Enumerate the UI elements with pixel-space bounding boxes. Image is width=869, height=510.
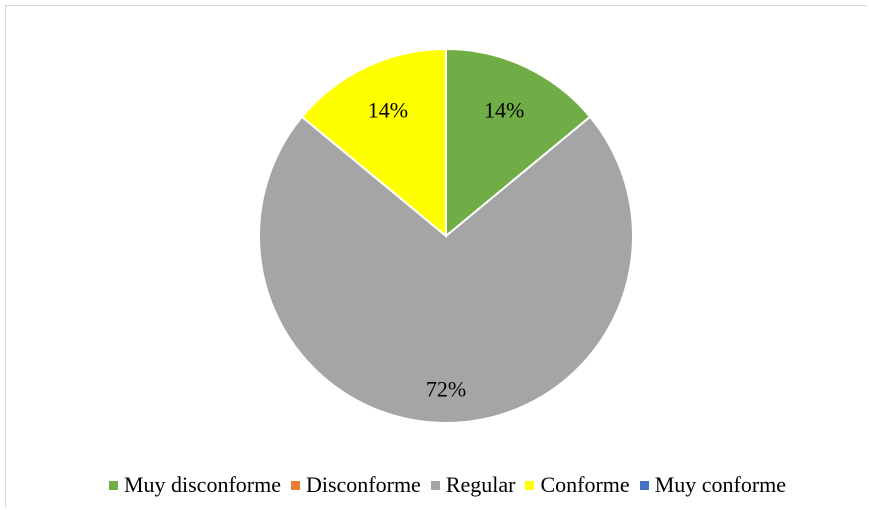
legend-label-muy-disconforme: Muy disconforme — [123, 472, 281, 497]
legend-swatch-conforme — [525, 480, 535, 490]
legend-item-regular: Regular — [430, 472, 516, 498]
legend-item-conforme: Conforme — [525, 472, 630, 498]
legend-label-disconforme: Disconforme — [305, 472, 421, 497]
legend-item-disconforme: Disconforme — [290, 472, 421, 498]
pie-slice-conforme — [300, 47, 447, 239]
legend-swatch-muy-disconforme — [108, 480, 118, 490]
chart-frame — [5, 5, 867, 508]
legend-item-muy-conforme: Muy conforme — [639, 472, 787, 498]
legend: Muy disconforme Disconforme Regular Conform… — [0, 472, 869, 498]
legend-swatch-regular — [430, 480, 440, 490]
data-label-regular: 72% — [426, 376, 466, 401]
legend-swatch-muy-conforme — [639, 480, 649, 490]
pie-slice-muy-disconforme — [445, 47, 592, 239]
data-label-conforme: 14% — [368, 98, 408, 123]
legend-item-muy-disconforme: Muy disconforme — [108, 472, 281, 498]
pie-chart: 14% 72% 14% — [258, 47, 634, 424]
legend-label-regular: Regular — [445, 472, 516, 497]
legend-label-muy-conforme: Muy conforme — [654, 472, 787, 497]
data-label-muy-disconforme: 14% — [484, 98, 524, 123]
legend-label-conforme: Conforme — [540, 472, 630, 497]
pie-slice-regular — [258, 115, 634, 424]
legend-swatch-disconforme — [290, 480, 300, 490]
